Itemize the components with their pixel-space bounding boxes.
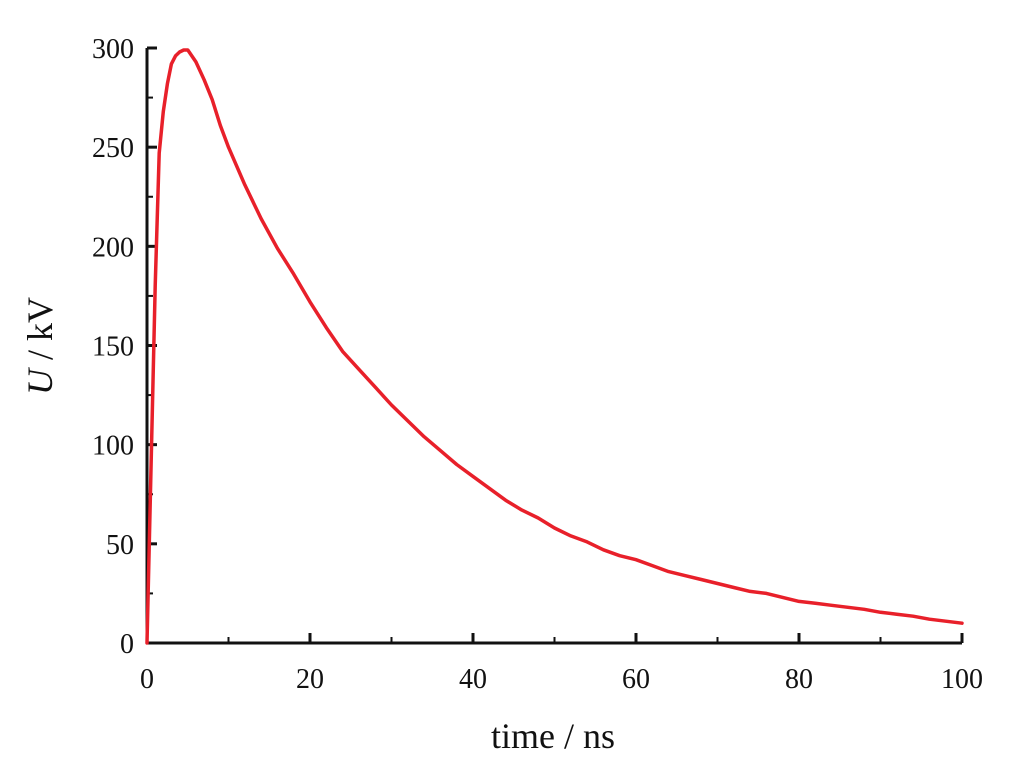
series-line <box>145 48 964 645</box>
x-tick-label: 80 <box>785 664 813 695</box>
y-tick-label: 200 <box>92 232 134 263</box>
x-tick-label: 100 <box>941 664 983 695</box>
y-tick-label: 50 <box>106 530 134 561</box>
y-axis-title: U / kV <box>20 297 60 395</box>
tick-marks <box>145 46 964 645</box>
x-axis-title: time / ns <box>491 716 615 756</box>
y-axis-unit: / kV <box>20 297 60 369</box>
y-tick-label: 150 <box>92 332 134 363</box>
series-layer <box>145 48 964 645</box>
x-tick-label: 60 <box>622 664 650 695</box>
y-tick-labels: 0 50 100 150 200 250 300 <box>92 34 134 660</box>
x-tick-label: 0 <box>140 664 154 695</box>
x-tick-label: 40 <box>459 664 487 695</box>
x-tick-label: 20 <box>296 664 324 695</box>
y-tick-label: 100 <box>92 431 134 462</box>
y-tick-label: 250 <box>92 133 134 164</box>
x-tick-labels: 0 20 40 60 80 100 <box>140 664 983 695</box>
y-tick-label: 300 <box>92 34 134 65</box>
axes <box>145 48 962 645</box>
y-tick-label: 0 <box>120 629 134 660</box>
y-axis-variable: U <box>20 367 60 395</box>
